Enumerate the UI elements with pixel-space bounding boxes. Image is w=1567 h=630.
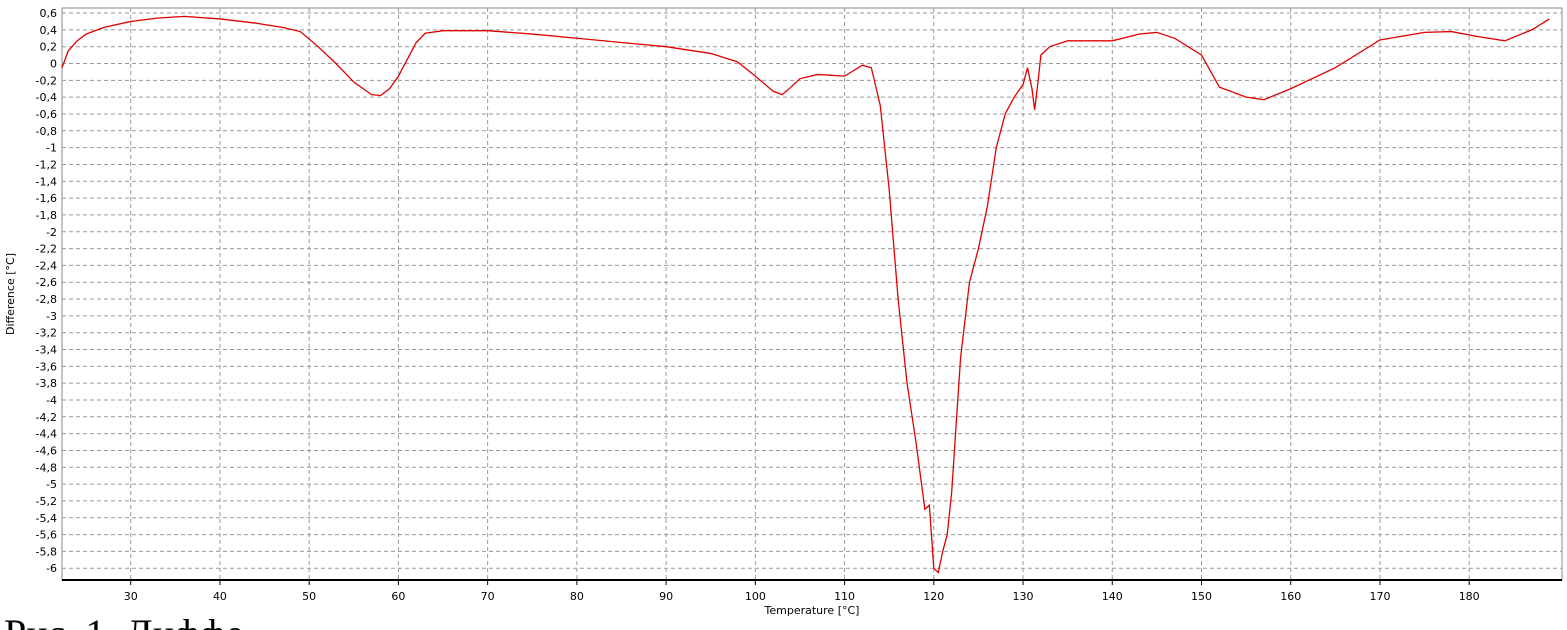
x-tick-label: 150 xyxy=(1191,590,1212,603)
x-tick-label: 90 xyxy=(659,590,673,603)
x-tick-label: 160 xyxy=(1280,590,1301,603)
y-tick-label: -0,8 xyxy=(36,125,57,138)
y-tick-label: -4,2 xyxy=(36,411,57,424)
data-line xyxy=(61,15,1550,574)
x-tick-label: 100 xyxy=(745,590,766,603)
x-tick-label: 80 xyxy=(570,590,584,603)
x-tick-label: 140 xyxy=(1102,590,1123,603)
y-tick-label: -4 xyxy=(46,394,57,407)
y-tick-label: -3,6 xyxy=(36,360,57,373)
y-tick-label: -1,4 xyxy=(36,175,57,188)
y-tick-label: -4,6 xyxy=(36,444,57,457)
x-tick-label: 40 xyxy=(213,590,227,603)
y-tick-label: -4,4 xyxy=(36,428,57,441)
y-tick-label: -3,2 xyxy=(36,327,57,340)
y-tick-label: -5,4 xyxy=(36,512,57,525)
x-tick-label: 170 xyxy=(1369,590,1390,603)
x-tick-label: 180 xyxy=(1459,590,1480,603)
y-tick-label: -4,8 xyxy=(36,461,57,474)
y-tick-label: -3 xyxy=(46,310,57,323)
y-tick-label: 0,2 xyxy=(40,41,58,54)
y-tick-label: -0,6 xyxy=(36,108,57,121)
y-tick-label: -0,4 xyxy=(36,91,57,104)
y-tick-label: -5,8 xyxy=(36,545,57,558)
y-tick-label: -1,2 xyxy=(36,158,57,171)
x-axis-label: Temperature [°C] xyxy=(764,604,860,617)
y-tick-label: -5 xyxy=(46,478,57,491)
y-tick-label: -2,6 xyxy=(36,276,57,289)
y-tick-label: -6 xyxy=(46,562,57,575)
x-tick-label: 70 xyxy=(481,590,495,603)
x-tick-label: 110 xyxy=(834,590,855,603)
y-tick-label: -2,2 xyxy=(36,243,57,256)
x-tick-label: 50 xyxy=(302,590,316,603)
plot-area xyxy=(61,7,1563,581)
y-tick-label: -5,6 xyxy=(36,529,57,542)
x-tick-label: 60 xyxy=(391,590,405,603)
x-tick-label: 130 xyxy=(1013,590,1034,603)
y-tick-label: 0 xyxy=(50,58,57,71)
x-tick-label: 120 xyxy=(923,590,944,603)
y-tick-label: -0,2 xyxy=(36,74,57,87)
y-tick-label: 0,6 xyxy=(40,7,58,20)
y-tick-label: -1,8 xyxy=(36,209,57,222)
y-tick-label: -1 xyxy=(46,142,57,155)
y-tick-label: -2 xyxy=(46,226,57,239)
x-tick-label: 30 xyxy=(124,590,138,603)
y-axis-label: Difference [°C] xyxy=(4,253,17,335)
y-tick-label: -3,8 xyxy=(36,377,57,390)
y-tick-label: 0,4 xyxy=(40,24,58,37)
y-tick-label: -2,4 xyxy=(36,259,57,272)
y-tick-label: -2,8 xyxy=(36,293,57,306)
y-tick-label: -1,6 xyxy=(36,192,57,205)
y-tick-label: -3,4 xyxy=(36,344,57,357)
caption: Рис. 1. Диффе xyxy=(4,611,243,630)
y-tick-label: -5,2 xyxy=(36,495,57,508)
